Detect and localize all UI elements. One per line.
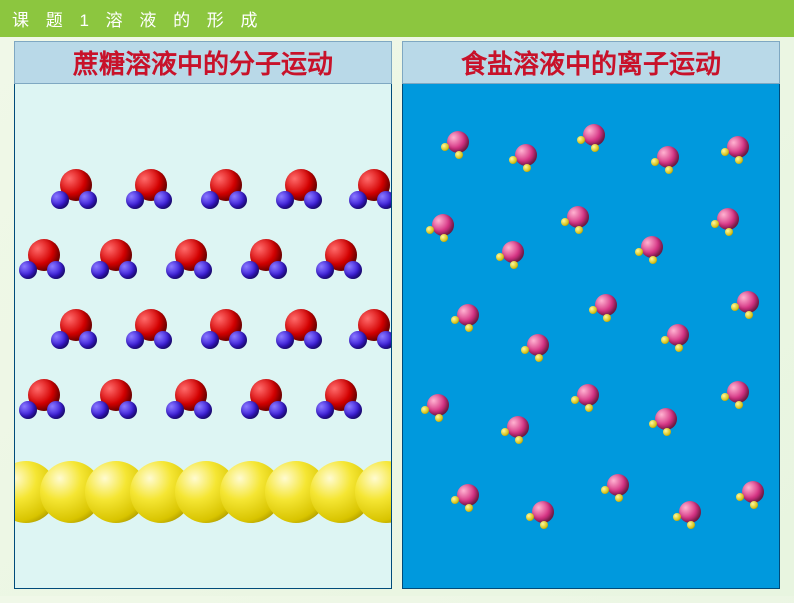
- salt-ion: [723, 134, 753, 164]
- right-panel-body: [402, 84, 780, 589]
- salt-ion: [428, 212, 458, 242]
- salt-ion: [573, 382, 603, 412]
- water-molecule: [55, 169, 97, 211]
- salt-ion: [738, 479, 768, 509]
- slide-header: 课 题 1 溶 液 的 形 成: [0, 0, 794, 37]
- salt-ion: [528, 499, 558, 529]
- water-molecule: [23, 239, 65, 281]
- salt-ion: [511, 142, 541, 172]
- water-molecule: [23, 379, 65, 421]
- salt-ion: [498, 239, 528, 269]
- left-panel: 蔗糖溶液中的分子运动: [14, 41, 392, 589]
- salt-ion: [723, 379, 753, 409]
- water-molecule: [280, 309, 322, 351]
- water-molecule: [130, 169, 172, 211]
- salt-ion: [423, 392, 453, 422]
- salt-ion: [579, 122, 609, 152]
- left-panel-title: 蔗糖溶液中的分子运动: [14, 41, 392, 84]
- water-molecule: [353, 309, 392, 351]
- water-molecule: [280, 169, 322, 211]
- water-molecule: [205, 309, 247, 351]
- left-panel-body: [14, 84, 392, 589]
- salt-ion: [663, 322, 693, 352]
- water-molecule: [320, 239, 362, 281]
- water-molecule: [55, 309, 97, 351]
- right-panel-title: 食盐溶液中的离子运动: [402, 41, 780, 84]
- salt-ion: [453, 302, 483, 332]
- water-molecule: [245, 239, 287, 281]
- salt-ion: [563, 204, 593, 234]
- salt-ion: [733, 289, 763, 319]
- water-molecule: [130, 309, 172, 351]
- salt-ion: [651, 406, 681, 436]
- salt-ion: [591, 292, 621, 322]
- water-molecule: [205, 169, 247, 211]
- right-panel: 食盐溶液中的离子运动: [402, 41, 780, 589]
- salt-ion: [675, 499, 705, 529]
- water-molecule: [95, 379, 137, 421]
- water-molecule: [320, 379, 362, 421]
- water-molecule: [170, 239, 212, 281]
- water-molecule: [95, 239, 137, 281]
- content-area: 蔗糖溶液中的分子运动 食盐溶液中的离子运动: [0, 37, 794, 603]
- salt-ion: [713, 206, 743, 236]
- water-molecule: [353, 169, 392, 211]
- salt-ion: [653, 144, 683, 174]
- salt-ion: [523, 332, 553, 362]
- water-molecule: [245, 379, 287, 421]
- salt-ion: [637, 234, 667, 264]
- salt-ion: [603, 472, 633, 502]
- header-title: 课 题 1 溶 液 的 形 成: [12, 11, 264, 30]
- salt-ion: [443, 129, 473, 159]
- salt-ion: [503, 414, 533, 444]
- salt-ion: [453, 482, 483, 512]
- water-molecule: [170, 379, 212, 421]
